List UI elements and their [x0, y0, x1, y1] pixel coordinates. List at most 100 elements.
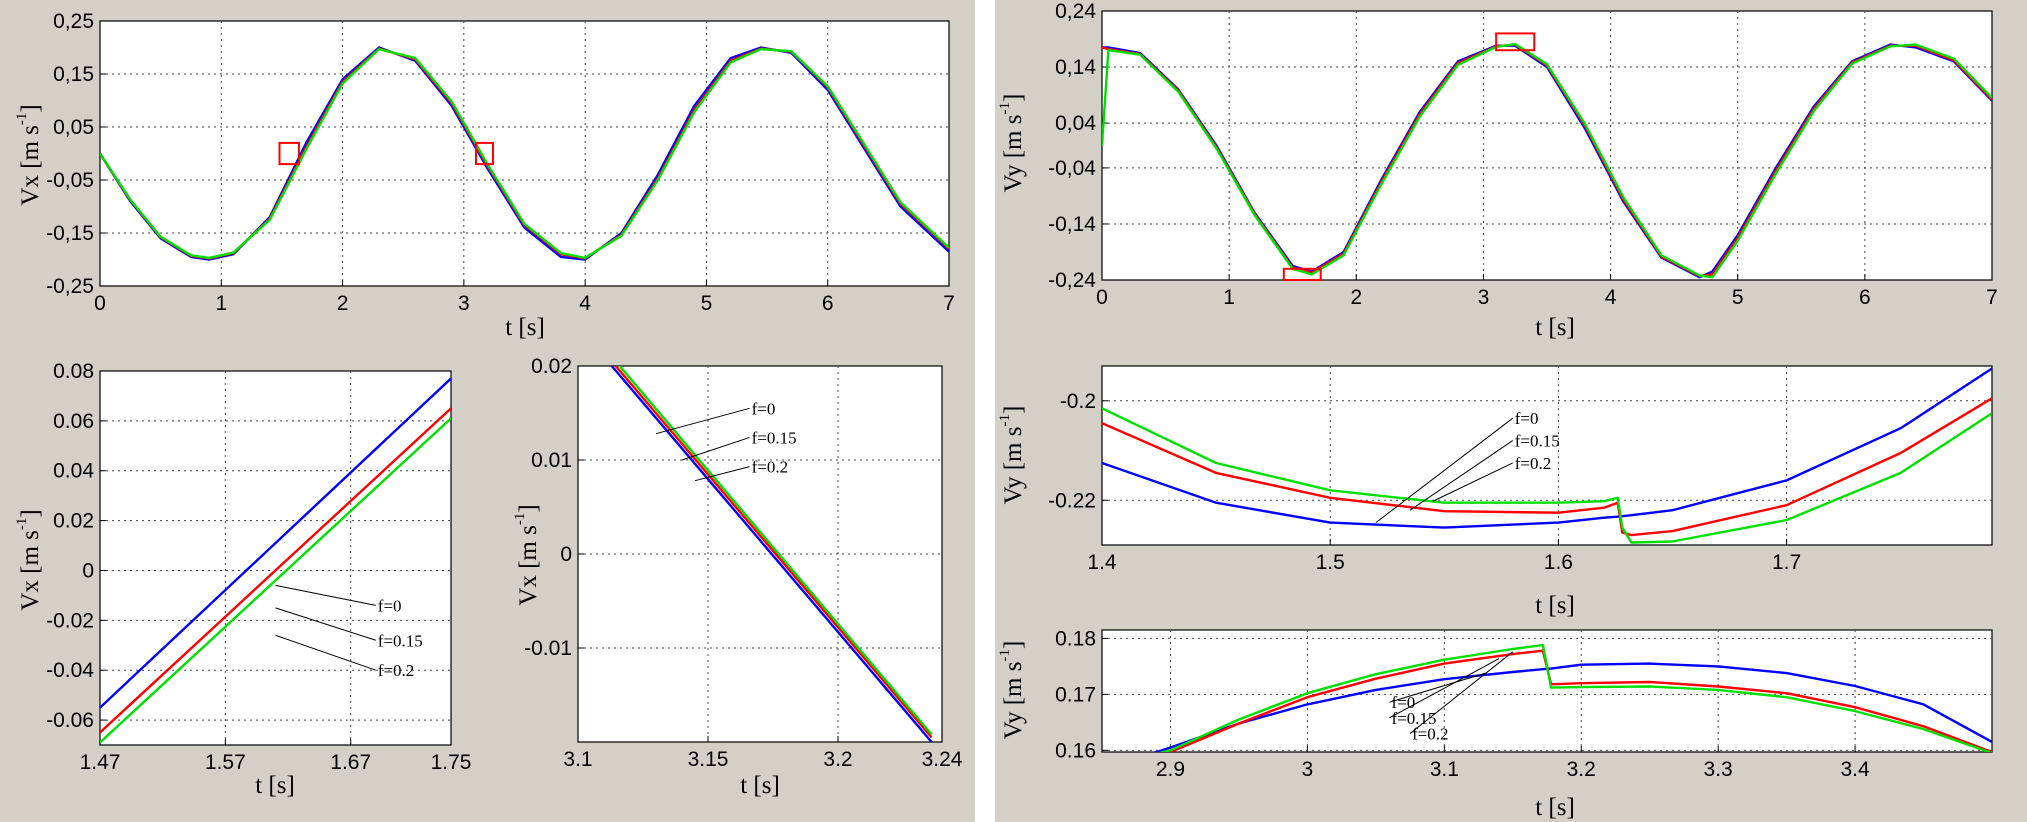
annotation-leader	[1389, 672, 1486, 703]
annotation-label: f=0.15	[1392, 709, 1437, 728]
y-tick-label: -0.2	[1060, 390, 1096, 413]
x-tick-label: 5	[1732, 286, 1744, 309]
zoom-marker	[1495, 32, 1536, 52]
annotation-leader	[275, 634, 376, 671]
plot-area	[1101, 629, 1993, 753]
y-tick-label: 0,25	[53, 10, 94, 33]
annotation-label: f=0.15	[378, 631, 423, 650]
zoom-marker	[278, 141, 300, 166]
x-tick-label: 4	[579, 292, 591, 315]
y-axis-label: Vy [m s-1]	[997, 406, 1027, 505]
annotation-leader	[275, 584, 376, 606]
x-tick-label: 6	[1859, 286, 1871, 309]
y-tick-label: -0,25	[46, 275, 94, 298]
x-tick-label: 3	[458, 292, 470, 315]
series-group	[1102, 42, 1992, 279]
annotation-label: f=0.15	[752, 428, 797, 447]
x-tick-label: 3	[1478, 286, 1490, 309]
y-axis-label: Vx [m s-1]	[14, 509, 44, 610]
annotation-leader	[1432, 462, 1513, 502]
series-group	[100, 46, 949, 261]
series-group	[610, 366, 933, 742]
x-tick-label: 3.1	[563, 748, 592, 771]
y-tick-label: 0.18	[1055, 627, 1096, 650]
x-tick-label: 3.24	[922, 748, 963, 771]
annotation-leader	[1409, 440, 1514, 511]
y-axis-label: Vy [m s-1]	[997, 641, 1027, 740]
y-tick-label: -0.01	[524, 637, 572, 660]
y-tick-label: -0,14	[1048, 213, 1096, 236]
x-tick-label: 5	[701, 292, 713, 315]
x-axis-label: t [s]	[255, 772, 295, 799]
x-tick-label: 3.15	[688, 748, 729, 771]
series-group	[1152, 643, 1992, 752]
annotation-label: f=0	[752, 399, 776, 418]
x-tick-label: 3	[1302, 758, 1314, 781]
x-axis-label: t [s]	[505, 314, 545, 341]
x-axis-label: t [s]	[1535, 794, 1575, 821]
series-line-f0	[100, 377, 451, 709]
annotation-leader	[1389, 658, 1500, 719]
y-tick-label: 0.16	[1055, 739, 1096, 762]
y-tick-label: -0.22	[1048, 489, 1096, 512]
x-tick-label: 3.3	[1704, 758, 1733, 781]
y-tick-label: 0.02	[53, 510, 94, 533]
y-tick-label: -0,15	[46, 222, 94, 245]
x-tick-label: 1.7	[1772, 551, 1801, 574]
x-tick-label: 3.2	[823, 748, 852, 771]
x-tick-label: 2	[337, 292, 349, 315]
x-tick-label: 0	[1096, 286, 1108, 309]
zoom-marker	[474, 141, 494, 166]
x-tick-label: 0	[94, 292, 106, 315]
plot-area	[1101, 10, 1993, 281]
chart-vx_main: 0 1 2 3 4 5 6 7 -0,25 -0,15 -0,05 0,05 0,15 0,25 t [s]…	[14, 10, 955, 341]
annotation-leader	[1375, 417, 1514, 524]
x-tick-label: 1.47	[80, 751, 121, 774]
annotation-leader	[655, 407, 750, 435]
annotation-leader	[1409, 651, 1514, 734]
annotation-leader	[275, 607, 376, 641]
chart-vx_zoom1: 1.47 1.57 1.67 1.75 -0.06 -0.04 -0.02 0 0.02 0.04…	[14, 360, 471, 799]
y-tick-label: 0.08	[53, 360, 94, 383]
y-axis-label: Vx [m s-1]	[512, 504, 542, 605]
x-tick-label: 4	[1605, 286, 1617, 309]
x-tick-label: 2	[1350, 286, 1362, 309]
x-tick-label: 1.67	[330, 751, 371, 774]
y-tick-label: 0,15	[53, 63, 94, 86]
series-line-f02	[618, 366, 933, 736]
series-line-f015	[614, 366, 933, 739]
series-line-f02	[100, 417, 451, 744]
y-tick-label: -0,24	[1048, 269, 1096, 292]
y-tick-label: 0,05	[53, 116, 94, 139]
y-tick-label: -0.04	[46, 659, 94, 682]
annotation-label: f=0.2	[1515, 454, 1552, 473]
annotation-label: f=0	[378, 596, 402, 615]
y-tick-label: -0,04	[1048, 157, 1096, 180]
y-tick-label: 0.04	[53, 460, 94, 483]
y-tick-label: 0,04	[1055, 112, 1096, 135]
y-axis-label: Vx [m s-1]	[14, 104, 44, 205]
x-tick-label: 1.4	[1087, 551, 1117, 574]
x-tick-label: 1	[215, 292, 227, 315]
x-axis-label: t [s]	[1535, 314, 1575, 341]
x-axis-label: t [s]	[1535, 592, 1575, 619]
annotation-leader	[681, 436, 750, 461]
y-tick-label: 0.02	[531, 355, 572, 378]
chart-vy_main: 0 1 2 3 4 5 6 7 -0,24 -0,14 -0,04 0,04 0,14 0,24 t [s]…	[997, 0, 1998, 341]
y-tick-label: -0,05	[46, 169, 94, 192]
annotation-leader	[694, 466, 750, 482]
series-group	[1102, 367, 1992, 544]
chart-vy_zoom1: 1.4 1.5 1.6 1.7 -0.2 -0.22 f=0 f=0.15 f=0.2 t [s]…	[997, 365, 1993, 619]
x-tick-label: 3.4	[1840, 758, 1870, 781]
chart-vx_zoom2: 3.1 3.15 3.2 3.24 -0.01 0 0.01 0.02 f=0 f=0.15 f=0…	[512, 355, 963, 799]
x-tick-label: 7	[943, 292, 955, 315]
x-tick-label: 3.2	[1567, 758, 1596, 781]
series-line-f0	[610, 366, 933, 742]
annotation-label: f=0.2	[1412, 725, 1449, 744]
x-tick-label: 1.57	[205, 751, 246, 774]
annotation-label: f=0.2	[378, 661, 415, 680]
x-tick-label: 6	[822, 292, 834, 315]
x-tick-label: 1	[1223, 286, 1235, 309]
x-tick-label: 7	[1986, 286, 1998, 309]
